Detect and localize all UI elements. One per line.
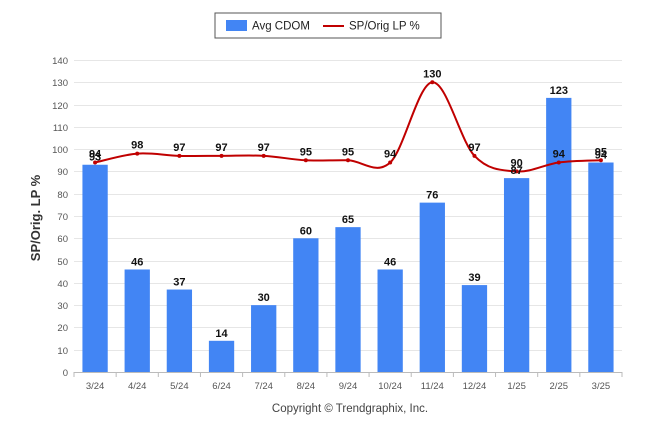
line-value-label: 94 [89, 149, 102, 161]
legend[interactable]: Avg CDOM SP/Orig LP % [214, 12, 442, 39]
line-value-label: 95 [595, 146, 607, 158]
y-axis-label: SP/Orig. LP % [28, 174, 43, 261]
x-tick-label: 4/24 [128, 381, 147, 392]
line-point[interactable] [556, 160, 561, 165]
x-tick-label: 7/24 [254, 381, 273, 392]
bar-value-label: 94 [595, 150, 608, 162]
bar[interactable] [124, 269, 150, 372]
line-series [93, 80, 603, 174]
line-value-label: 97 [258, 142, 270, 154]
y-tick-label: 60 [57, 234, 68, 245]
axes: 0 10 20 30 40 50 60 70 80 90 100 110 120 130 140 3/24 4/… [52, 56, 623, 392]
y-tick-label: 10 [57, 346, 68, 357]
x-tick-label: 3/24 [86, 381, 105, 392]
line-point[interactable] [303, 158, 308, 163]
x-tick-label: 5/24 [170, 381, 189, 392]
line-point[interactable] [598, 158, 603, 163]
y-tick-label: 130 [52, 78, 68, 89]
bar[interactable] [546, 97, 572, 372]
x-tick-label: 10/24 [378, 381, 402, 392]
line-value-label: 95 [342, 146, 354, 158]
bar-value-label: 46 [131, 256, 143, 268]
legend-swatch-bar [226, 20, 247, 31]
bar[interactable] [461, 285, 488, 372]
line-value-label: 97 [215, 142, 227, 154]
bar[interactable] [335, 227, 361, 372]
line-value-label: 98 [131, 140, 143, 152]
line-point[interactable] [430, 80, 435, 85]
x-tick-label: 1/25 [507, 381, 526, 392]
y-tick-label: 50 [57, 257, 68, 268]
bar-value-label: 37 [173, 277, 185, 289]
bar[interactable] [377, 269, 403, 372]
bar[interactable] [588, 162, 614, 372]
x-tick-label: 11/24 [421, 381, 444, 392]
y-tick-label: 110 [53, 123, 68, 134]
line-value-label: 130 [423, 68, 441, 80]
y-tick-label: 0 [63, 368, 68, 379]
line-point[interactable] [93, 160, 98, 165]
line-value-label: 94 [384, 149, 397, 161]
bar-value-label: 46 [384, 256, 396, 268]
y-tick-label: 40 [57, 279, 68, 290]
x-tick-label: 2/25 [550, 381, 569, 392]
line-point[interactable] [219, 153, 224, 158]
x-tick-label: 8/24 [297, 381, 316, 392]
y-tick-label: 70 [57, 212, 68, 223]
line-value-label: 94 [553, 149, 566, 161]
bar-value-label: 14 [215, 328, 228, 340]
bar-value-label: 93 [89, 152, 101, 164]
bar[interactable] [208, 340, 235, 372]
copyright-text: Copyright © Trendgraphix, Inc. [272, 403, 428, 415]
bar[interactable] [251, 305, 277, 372]
line-value-label: 97 [468, 142, 480, 154]
bar-value-label: 65 [342, 214, 354, 226]
line-point[interactable] [346, 158, 350, 163]
line-point[interactable] [261, 153, 266, 158]
y-tick-label: 20 [57, 323, 68, 334]
legend-label-bar: Avg CDOM [252, 21, 310, 33]
line-value-label: 97 [173, 142, 185, 154]
bar-value-label: 123 [550, 85, 568, 97]
y-tick-label: 30 [57, 301, 68, 312]
y-tick-label: 90 [57, 167, 68, 178]
bar[interactable] [293, 238, 319, 372]
line-point[interactable] [135, 151, 140, 156]
line-value-label: 90 [510, 157, 522, 169]
bar[interactable] [166, 289, 193, 372]
bar-value-label: 60 [300, 225, 312, 237]
bar-series [82, 97, 614, 372]
y-tick-label: 140 [52, 56, 68, 67]
bar[interactable] [503, 178, 530, 372]
bar-value-label: 39 [468, 272, 480, 284]
line-value-label: 95 [300, 146, 312, 158]
bar[interactable] [82, 164, 108, 372]
bar-value-label: 87 [510, 165, 522, 177]
x-tick-label: 12/24 [463, 381, 487, 392]
y-tick-label: 80 [57, 190, 68, 201]
line-point[interactable] [514, 169, 519, 174]
y-tick-label: 100 [52, 145, 68, 156]
y-tick-label: 120 [52, 101, 68, 112]
x-tick-label: 3/25 [592, 381, 611, 392]
x-tick-label: 9/24 [339, 381, 358, 392]
line-point[interactable] [177, 153, 182, 158]
legend-label-line: SP/Orig LP % [349, 21, 420, 33]
line-point[interactable] [388, 160, 393, 165]
bar-value-label: 76 [426, 190, 438, 202]
bar-value-label: 30 [258, 292, 270, 304]
line-point[interactable] [472, 153, 477, 158]
bar[interactable] [419, 202, 445, 372]
x-tick-label: 6/24 [212, 381, 231, 392]
